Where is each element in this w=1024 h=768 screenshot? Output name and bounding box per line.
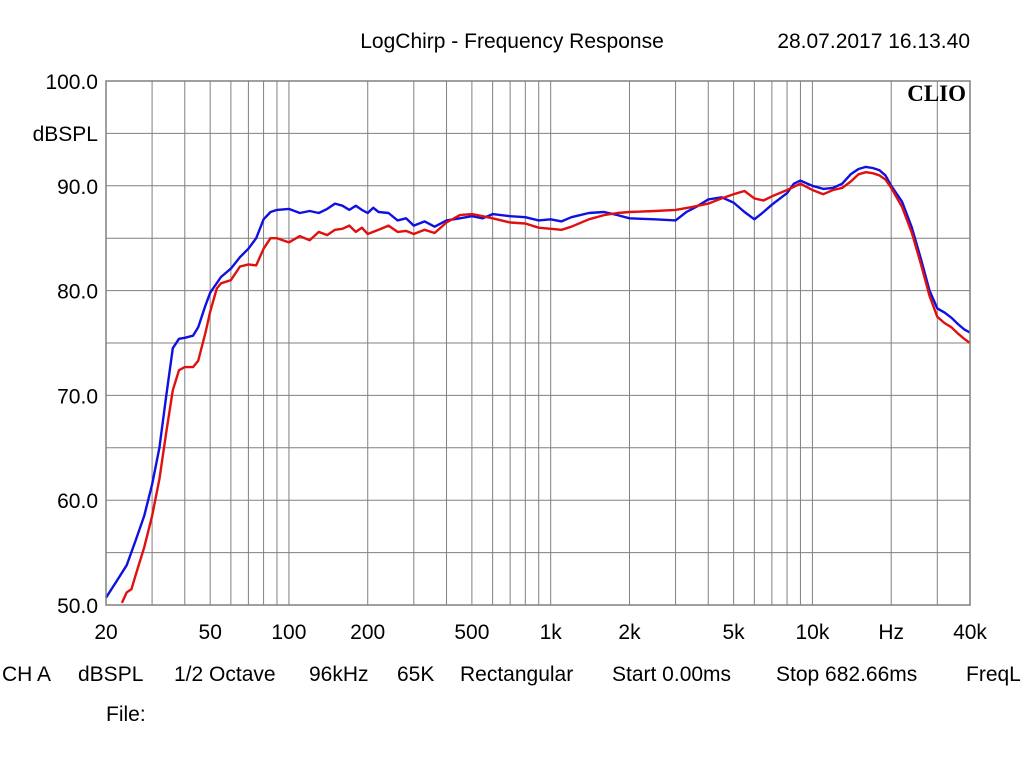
timestamp: 28.07.2017 16.13.40: [777, 30, 970, 53]
plot-frame: [105, 80, 971, 606]
footer: CH A dBSPL 1/2 Octave 96kHz 65K Rectangu…: [2, 663, 1021, 726]
x-tick-label: 5k: [723, 621, 746, 644]
footer-window: Rectangular: [460, 663, 573, 686]
footer-size: 65K: [397, 663, 434, 686]
x-tick-label: 40k: [953, 621, 987, 644]
y-tick-labels: 100.0 90.0 80.0 70.0 60.0 50.0: [45, 71, 98, 618]
footer-start: Start 0.00ms: [612, 663, 731, 686]
y-tick-label: 60.0: [57, 490, 98, 513]
x-tick-label: 50: [199, 621, 222, 644]
footer-samplerate: 96kHz: [309, 663, 369, 686]
y-tick-label: 70.0: [57, 385, 98, 408]
footer-units: dBSPL: [78, 663, 143, 686]
series-line-1: [104, 165, 971, 599]
x-tick-label: 2k: [618, 621, 641, 644]
clio-logo: CLIO: [907, 81, 966, 106]
y-tick-label: 50.0: [57, 595, 98, 618]
footer-channel: CH A: [2, 663, 51, 686]
footer-stop: Stop 682.66ms: [776, 663, 917, 686]
series-group: [104, 165, 971, 604]
x-tick-label: 200: [350, 621, 385, 644]
x-tick-label: 20: [94, 621, 117, 644]
y-tick-label: 80.0: [57, 281, 98, 304]
footer-mode: FreqL: [966, 663, 1021, 686]
chart-title: LogChirp - Frequency Response: [360, 30, 664, 53]
x-tick-label: 1k: [540, 621, 563, 644]
x-tick-label: 10k: [795, 621, 829, 644]
x-tick-labels: 20 50 100 200 500 1k 2k 5k 10k Hz 40k: [94, 621, 987, 644]
y-tick-label: 90.0: [57, 176, 98, 199]
x-tick-label: Hz: [878, 621, 904, 644]
y-axis-label: dBSPL: [33, 123, 98, 146]
y-tick-label: 100.0: [45, 71, 98, 94]
x-tick-label: 500: [454, 621, 489, 644]
grid: [106, 81, 970, 605]
series-line-2: [120, 171, 971, 604]
footer-smoothing: 1/2 Octave: [174, 663, 276, 686]
file-label: File:: [106, 703, 146, 726]
x-tick-label: 100: [271, 621, 306, 644]
